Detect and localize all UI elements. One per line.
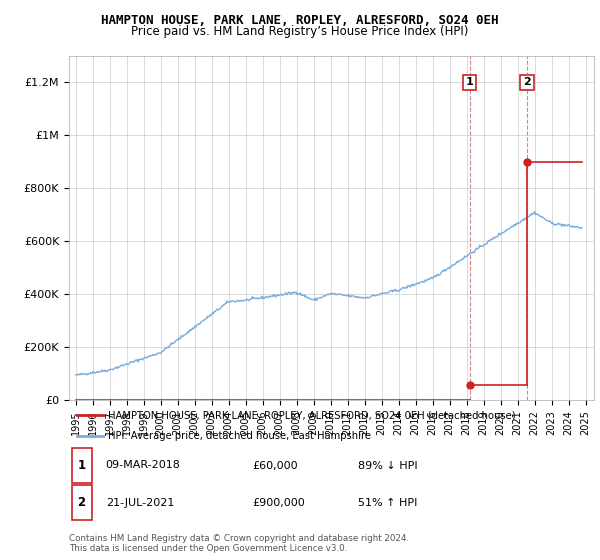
Text: 2: 2	[77, 496, 86, 509]
Text: 1: 1	[466, 77, 473, 87]
Text: 09-MAR-2018: 09-MAR-2018	[106, 460, 181, 470]
Text: HAMPTON HOUSE, PARK LANE, ROPLEY, ALRESFORD, SO24 0EH: HAMPTON HOUSE, PARK LANE, ROPLEY, ALRESF…	[101, 14, 499, 27]
Text: HPI: Average price, detached house, East Hampshire: HPI: Average price, detached house, East…	[109, 431, 371, 441]
Text: £60,000: £60,000	[253, 460, 298, 470]
Text: 1: 1	[77, 459, 86, 472]
Text: 2: 2	[523, 77, 531, 87]
Text: 51% ↑ HPI: 51% ↑ HPI	[358, 498, 417, 507]
FancyBboxPatch shape	[71, 485, 92, 520]
Text: HAMPTON HOUSE, PARK LANE, ROPLEY, ALRESFORD, SO24 0EH (detached house): HAMPTON HOUSE, PARK LANE, ROPLEY, ALRESF…	[109, 410, 516, 421]
Text: 89% ↓ HPI: 89% ↓ HPI	[358, 460, 418, 470]
Text: Price paid vs. HM Land Registry’s House Price Index (HPI): Price paid vs. HM Land Registry’s House …	[131, 25, 469, 38]
FancyBboxPatch shape	[71, 448, 92, 483]
Text: £900,000: £900,000	[253, 498, 305, 507]
Text: Contains HM Land Registry data © Crown copyright and database right 2024.
This d: Contains HM Land Registry data © Crown c…	[69, 534, 409, 553]
Text: 21-JUL-2021: 21-JUL-2021	[106, 498, 174, 507]
